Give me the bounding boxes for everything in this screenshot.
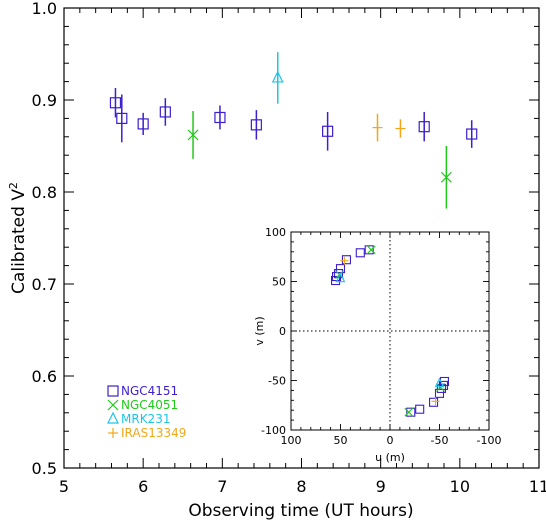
- inset-data-marks: [330, 245, 450, 417]
- inset-data-point: [406, 407, 416, 417]
- main-tick-labels: 5 6 7 8 9 10 11 0.5 0.6 0.7 0.8 0.9 1.0: [32, 0, 546, 496]
- y-axis-title: Calibrated V2: [7, 182, 29, 294]
- data-point: [116, 112, 128, 125]
- data-point: [395, 123, 406, 134]
- legend-label: NGC4051: [121, 398, 178, 412]
- inset-data-point: [335, 272, 346, 283]
- inset-x-tick-label: 0: [387, 434, 394, 447]
- y-axis-title-main: Calibrated V: [9, 189, 29, 294]
- inset-data-point: [341, 255, 351, 265]
- x-axis-title: Observing time (UT hours): [188, 501, 413, 521]
- inset-y-tick-label: 100: [265, 226, 286, 239]
- x-tick-label: 7: [217, 477, 227, 496]
- inset-y-tick-label: 50: [272, 276, 286, 289]
- y-tick-label: 1.0: [32, 0, 57, 18]
- x-tick-label: 10: [450, 477, 470, 496]
- data-point: [137, 118, 149, 130]
- inset-x-tick-label: 50: [334, 434, 348, 447]
- inset-axes: 100 50 0 -50 -100 -100 -50 0 50 100: [261, 226, 501, 447]
- inset-data-point: [366, 245, 376, 255]
- inset-x-axis-title: u (m): [375, 451, 405, 464]
- main-axis-ticks: [63, 7, 540, 469]
- data-point: [372, 122, 383, 133]
- x-tick-label: 6: [138, 477, 148, 496]
- inset-y-axis-title: v (m): [253, 316, 266, 345]
- x-tick-label: 5: [59, 477, 69, 496]
- inset-y-tick-label: -100: [261, 424, 286, 437]
- inset-x-tick-label: -100: [477, 434, 502, 447]
- legend-label: MRK231: [121, 412, 170, 426]
- data-point: [109, 97, 122, 109]
- inset-data-point: [364, 245, 374, 255]
- y-tick-label: 0.5: [32, 459, 57, 478]
- legend-symbol: [107, 385, 119, 397]
- x-tick-label: 11: [529, 477, 546, 496]
- inset-data-point: [404, 407, 414, 417]
- y-tick-label: 0.9: [32, 91, 57, 110]
- inset-y-tick-label: 0: [279, 325, 286, 338]
- y-tick-label: 0.6: [32, 367, 57, 386]
- legend-label: IRAS13349: [121, 426, 186, 440]
- inset-x-tick-label: -50: [431, 434, 449, 447]
- data-point: [250, 119, 262, 131]
- data-point: [187, 129, 199, 141]
- x-tick-label: 8: [296, 477, 306, 496]
- x-tick-label: 9: [376, 477, 386, 496]
- legend-symbol: [107, 411, 119, 424]
- inset-data-point: [436, 383, 447, 393]
- inset-data-point: [431, 397, 440, 406]
- data-point: [466, 128, 478, 140]
- inset-y-tick-label: -50: [268, 375, 286, 388]
- data-point: [440, 171, 452, 183]
- y-tick-label: 0.7: [32, 275, 57, 294]
- inset-data-point: [355, 248, 365, 258]
- data-point: [271, 70, 284, 83]
- inset-data-point: [434, 388, 445, 398]
- inset-data-point: [415, 404, 425, 414]
- inset-data-point: [434, 377, 445, 388]
- inset-data-point: [340, 256, 349, 265]
- legend-label: NGC4151: [121, 384, 178, 398]
- y-tick-label: 0.8: [32, 183, 57, 202]
- main-data-marks: [109, 52, 478, 209]
- legend-symbol: [108, 428, 118, 438]
- data-point: [214, 111, 226, 124]
- data-point: [159, 106, 171, 118]
- inset-x-tick-label: 100: [281, 434, 302, 447]
- y-axis-title-superscript: 2: [7, 182, 20, 189]
- data-point: [322, 125, 334, 137]
- inset-data-point: [429, 397, 439, 407]
- data-point: [418, 121, 430, 133]
- legend-symbol: [107, 399, 119, 411]
